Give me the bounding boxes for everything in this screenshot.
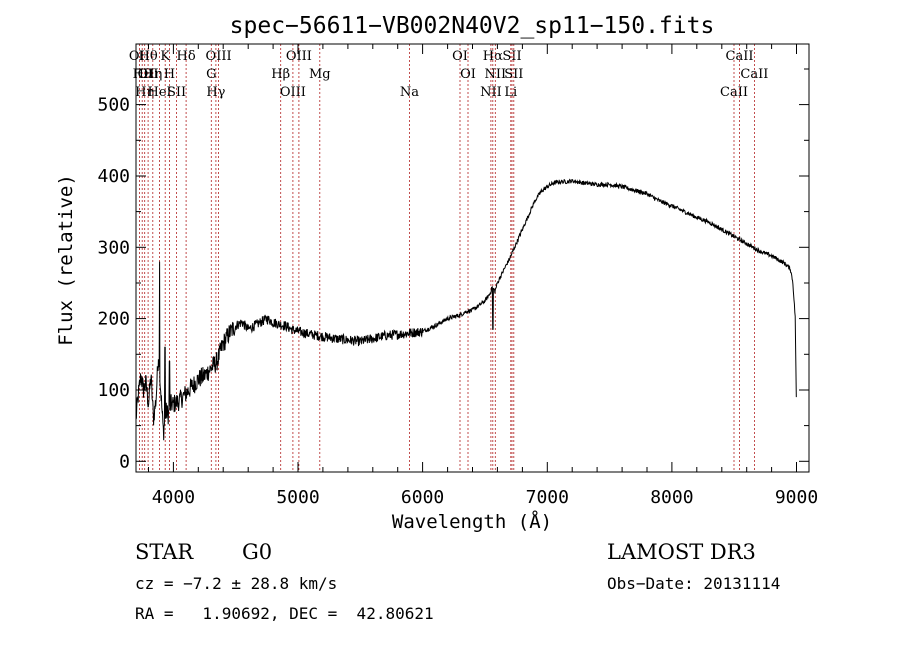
line-marker-label: NII bbox=[480, 85, 502, 100]
line-marker-label: Hη bbox=[135, 85, 154, 100]
line-marker-label: CaII bbox=[726, 49, 754, 64]
line-marker-label: Hδ bbox=[177, 49, 196, 64]
x-axis-label: Wavelength (Å) bbox=[392, 510, 552, 533]
y-axis-label: Flux (relative) bbox=[55, 174, 77, 346]
line-marker-label: K bbox=[160, 49, 170, 64]
line-marker-label: Hη bbox=[143, 67, 162, 82]
line-marker-label: OII bbox=[138, 67, 159, 82]
spectrum-series bbox=[135, 178, 797, 441]
line-marker-label: Na bbox=[400, 85, 419, 100]
line-marker-label: OIII bbox=[280, 85, 306, 100]
line-marker-label: HeI bbox=[148, 85, 172, 100]
line-marker-label: SII bbox=[502, 49, 521, 64]
x-tick-label: 5000 bbox=[276, 487, 319, 508]
spectrum-plot: spec−56611−VB002N40V2_sp11−150.fits OIIH… bbox=[55, 13, 818, 533]
coordinates: RA = 1.90692, DEC = 42.80621 bbox=[135, 604, 434, 623]
line-marker-label: SII bbox=[504, 67, 523, 82]
line-marker-label: OI bbox=[460, 67, 476, 82]
y-tick-label: 500 bbox=[97, 95, 130, 116]
line-marker-label: Hα bbox=[483, 49, 503, 64]
line-marker-label: Hθ bbox=[133, 67, 152, 82]
line-marker-label: SII bbox=[167, 85, 186, 100]
line-marker-label: H bbox=[164, 67, 175, 82]
line-marker-label: Hβ bbox=[271, 67, 290, 82]
line-marker-label: Li bbox=[504, 85, 517, 100]
spectrum-line bbox=[135, 178, 797, 441]
y-tick-label: 200 bbox=[97, 309, 130, 330]
line-marker-label: Hθ bbox=[139, 49, 158, 64]
x-tick-label: 9000 bbox=[775, 487, 818, 508]
line-marker-label: CaII bbox=[740, 67, 768, 82]
line-marker-label: Mg bbox=[309, 67, 331, 82]
object-subclass: G0 bbox=[242, 540, 273, 564]
plot-frame bbox=[135, 43, 810, 473]
line-marker-label: OIII bbox=[206, 49, 232, 64]
observation-date: Obs−Date: 20131114 bbox=[607, 574, 781, 593]
emission-line-markers: OIIHθHηHθOIIHηHeIKHSIIHδGHγOIIIHβOIIIOII… bbox=[129, 44, 768, 472]
line-marker-label: G bbox=[206, 67, 216, 82]
y-tick-label: 100 bbox=[97, 380, 130, 401]
chart-title: spec−56611−VB002N40V2_sp11−150.fits bbox=[230, 13, 715, 39]
line-marker-label: Hγ bbox=[206, 85, 225, 100]
x-tick-label: 6000 bbox=[401, 487, 444, 508]
x-tick-label: 8000 bbox=[650, 487, 693, 508]
x-tick-label: 4000 bbox=[152, 487, 195, 508]
line-marker-label: OIII bbox=[286, 49, 312, 64]
object-class: STAR bbox=[135, 540, 194, 564]
line-marker-label: OI bbox=[452, 49, 468, 64]
y-tick-label: 0 bbox=[119, 451, 130, 472]
redshift-velocity: cz = −7.2 ± 28.8 km/s bbox=[135, 574, 338, 593]
line-marker-label: NII bbox=[484, 67, 506, 82]
survey-name: LAMOST DR3 bbox=[607, 540, 756, 564]
x-axis: 4000 5000 6000 7000 8000 9000 bbox=[148, 44, 818, 508]
y-tick-label: 400 bbox=[97, 166, 130, 187]
line-marker-label: CaII bbox=[720, 85, 748, 100]
y-tick-label: 300 bbox=[97, 237, 130, 258]
x-tick-label: 7000 bbox=[526, 487, 569, 508]
y-axis: 0 100 200 300 400 500 bbox=[97, 68, 809, 472]
